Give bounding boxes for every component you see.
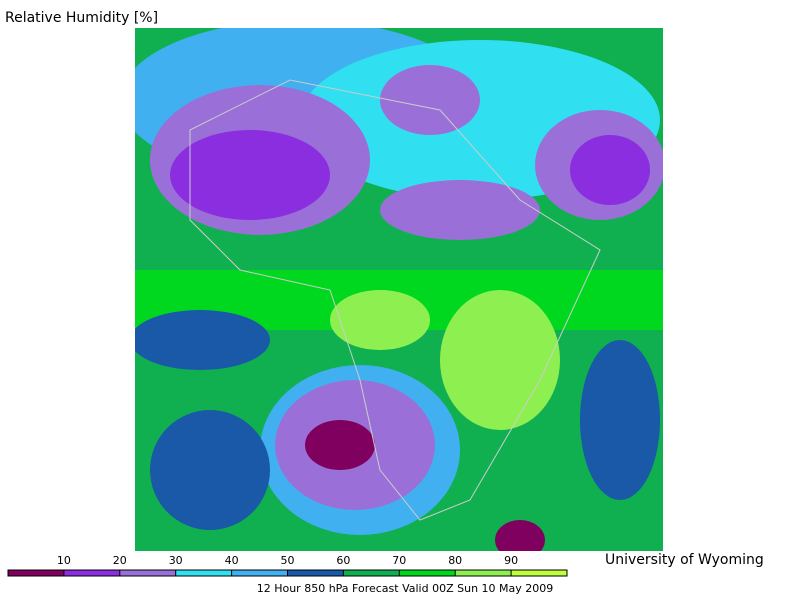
colorbar-tick-label: 40 [225,554,239,567]
map [135,28,663,551]
colorbar-tick-label: 70 [392,554,406,567]
colorbar-tick-label: 50 [281,554,295,567]
colorbar-tick-label: 80 [448,554,462,567]
colorbar-tick-label: 60 [336,554,350,567]
colorbar-segment [399,570,456,576]
colorbar-segment [511,570,567,576]
caption: 12 Hour 850 hPa Forecast Valid 00Z Sun 1… [257,582,554,595]
colorbar-segment [231,570,288,576]
colorbar-segment [175,570,232,576]
credit: University of Wyoming [605,552,764,568]
colorbar-tick-label: 30 [169,554,183,567]
colorbar-tick-label: 20 [113,554,127,567]
colorbar-tick-label: 10 [57,554,71,567]
colorbar-tick-label: 90 [504,554,518,567]
colorbar-segment [455,570,512,576]
colorbar-segment [63,570,120,576]
colorbar-segment [119,570,176,576]
colorbar-segment [343,570,400,576]
colorbar-segment [287,570,344,576]
colorbar-segment [8,570,64,576]
title: Relative Humidity [%] [5,10,158,26]
colorbar: 10 20 30 40 50 60 70 80 90 [7,554,568,577]
